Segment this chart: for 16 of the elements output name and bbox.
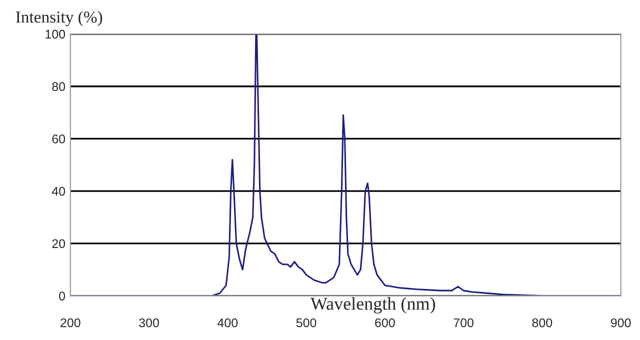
- y-tick-label: 80: [52, 82, 66, 92]
- x-tick-label: 200: [60, 318, 80, 328]
- x-tick-label: 700: [454, 318, 474, 328]
- y-axis-title: Intensity (%): [16, 10, 102, 26]
- y-tick-label: 0: [59, 292, 66, 300]
- x-tick-label: 800: [532, 318, 552, 328]
- x-axis-title: Wavelength (nm): [310, 297, 436, 314]
- x-tick-label: 400: [218, 318, 238, 328]
- y-tick-label: 40: [52, 186, 66, 196]
- y-tick-label: 60: [52, 134, 66, 144]
- x-tick-label: 600: [375, 318, 395, 328]
- x-tick-label: 900: [610, 318, 631, 328]
- x-tick-label: 500: [296, 318, 316, 328]
- y-tick-label: 20: [52, 239, 66, 248]
- x-tick-label: 300: [139, 318, 159, 328]
- y-tick-label: 100: [46, 30, 66, 39]
